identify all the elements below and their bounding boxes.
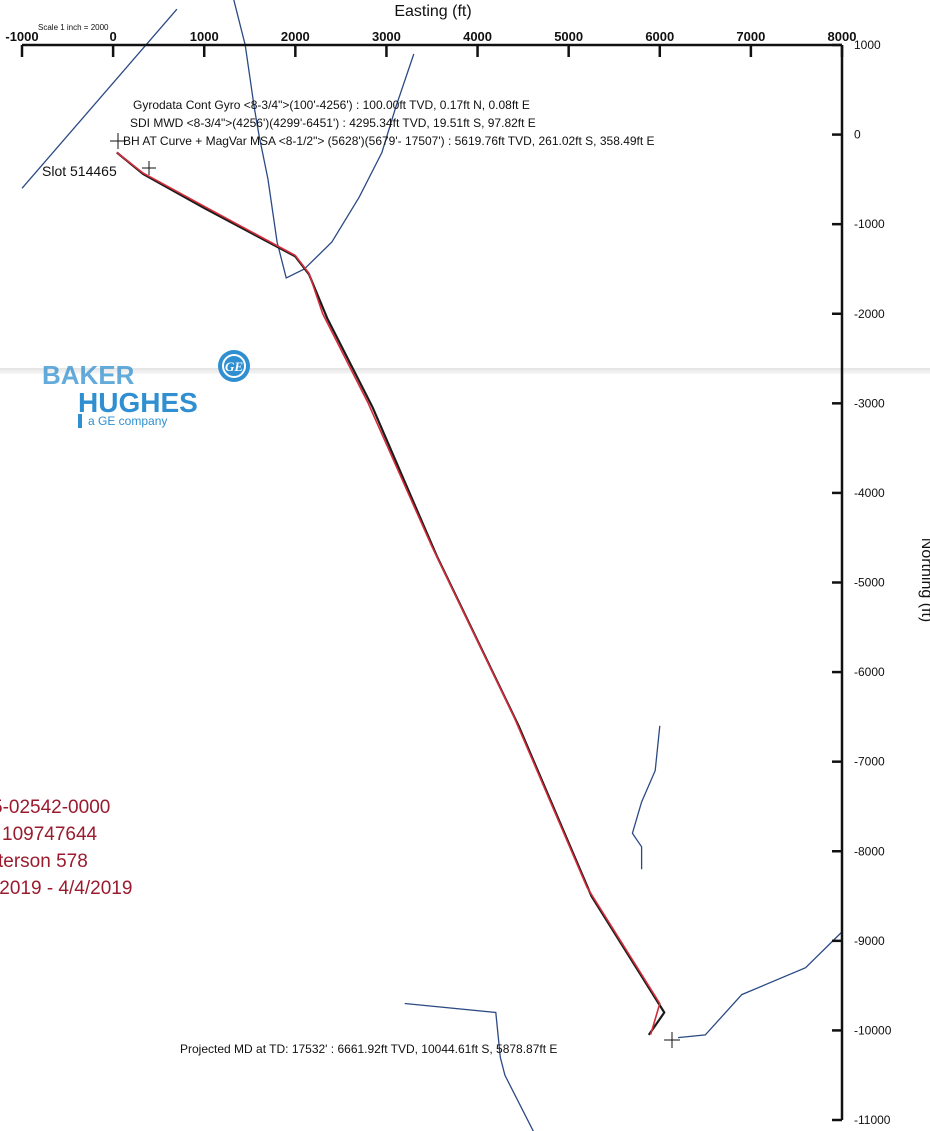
stamp-line-2: 109747644	[2, 824, 98, 845]
x-tick-label-0: -1000	[5, 29, 38, 44]
y-tick-label-4: -3000	[854, 396, 885, 410]
td-marker	[664, 1032, 680, 1048]
x-ticks: -1000 0 1000 2000 3000 4000 5000 6000 7000 8000	[5, 29, 856, 57]
x-tick-label-3: 2000	[281, 29, 310, 44]
lease-line-3	[404, 1002, 534, 1131]
x-tick-label-1: 0	[109, 29, 116, 44]
lease-line-0	[21, 8, 178, 189]
y-tick-label-1: 0	[854, 128, 861, 142]
wellpath-layer	[116, 151, 666, 1036]
y-tick-label-12: -11000	[854, 1113, 891, 1127]
y-tick-label-9: -8000	[854, 844, 885, 858]
x-tick-label-5: 4000	[463, 29, 492, 44]
x-axis-title: Easting (ft)	[394, 3, 471, 20]
x-tick-label-4: 3000	[372, 29, 401, 44]
y-ticks: 1000 0 -1000 -2000 -3000 -4000 -5000 -6000 -7000…	[832, 38, 892, 1127]
annotation-gyro: Gyrodata Cont Gyro <8-3/4">(100'-4256') …	[133, 98, 530, 112]
y-tick-label-11: -10000	[854, 1023, 892, 1037]
x-tick-label-7: 6000	[645, 29, 674, 44]
annotation-bh-curve: BH AT Curve + MagVar MSA <8-1/2"> (5628'…	[123, 134, 655, 148]
y-tick-label-6: -5000	[854, 576, 885, 590]
y-tick-label-5: -4000	[854, 486, 885, 500]
slot-marker	[142, 161, 156, 175]
svg-text:HUGHES: HUGHES	[78, 387, 198, 418]
lease-line-2	[631, 725, 661, 870]
svg-text:BAKER: BAKER	[42, 360, 135, 390]
lease-line-1	[233, 0, 415, 279]
x-tick-label-6: 5000	[554, 29, 583, 44]
baker-hughes-logo: BAKER HUGHES a GE company GE	[42, 350, 250, 428]
y-tick-label-7: -6000	[854, 665, 885, 679]
y-tick-label-8: -7000	[854, 755, 885, 769]
y-tick-label-3: -2000	[854, 307, 885, 321]
annotation-projected-td: Projected MD at TD: 17532' : 6661.92ft T…	[180, 1042, 557, 1056]
x-tick-label-8: 7000	[736, 29, 765, 44]
y-tick-label-10: -9000	[854, 934, 885, 948]
y-tick-label-2: -1000	[854, 217, 885, 231]
y-tick-label-0: 1000	[854, 38, 881, 52]
wellpath-series-1	[116, 151, 666, 1036]
annotation-mwd: SDI MWD <8-3/4">(4256')(4299'-6451') : 4…	[130, 116, 536, 130]
y-axis-title: Northing (ft)	[918, 538, 930, 622]
x-tick-label-9: 8000	[828, 29, 857, 44]
scan-artifact	[0, 368, 930, 374]
stamp-line-1: 5-02542-0000	[0, 797, 110, 818]
scale-note: Scale 1 inch = 2000	[38, 23, 109, 32]
svg-text:a GE company: a GE company	[88, 414, 167, 428]
stamp-line-4: /2019 - 4/4/2019	[0, 878, 132, 899]
lease-lines-layer	[21, 0, 843, 1131]
x-tick-label-2: 1000	[190, 29, 219, 44]
surface-marker	[110, 133, 126, 149]
stamp-line-3: terson 578	[0, 851, 88, 872]
svg-text:GE: GE	[225, 359, 243, 374]
lease-line-4	[677, 931, 843, 1039]
wellpath-series-0	[116, 151, 661, 1035]
slot-label: Slot 514465	[42, 163, 117, 179]
